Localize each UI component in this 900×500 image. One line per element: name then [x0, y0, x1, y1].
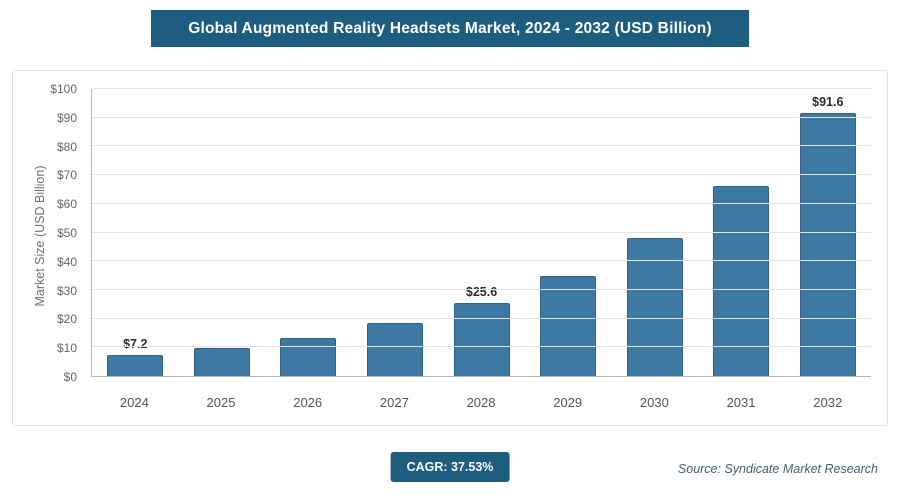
y-tick-label: $50: [56, 226, 77, 240]
y-tick-label: $40: [56, 254, 77, 269]
bar-2029: [540, 275, 597, 376]
bar-value-label: $7.2: [123, 337, 148, 352]
y-tick-label: $20: [56, 312, 77, 327]
gridline: [92, 174, 871, 176]
gridline: [92, 260, 871, 262]
bar-2024: $7.2: [107, 337, 164, 376]
y-tick-label: $0: [63, 370, 77, 384]
y-tick-label: $80: [56, 139, 77, 154]
cagr-badge: CAGR: 37.53%: [390, 452, 510, 482]
y-tick-label: $90: [56, 110, 77, 125]
gridline: [92, 346, 871, 348]
chart-container: Market Size (USD Billion) $0 $10 $20 $30 $40…: [12, 70, 888, 426]
bar-slot: [352, 89, 439, 376]
bar-slot: $91.6: [785, 89, 872, 376]
bar-slot: [525, 89, 612, 376]
bar-slot: $25.6: [438, 89, 525, 376]
bar-2025: [193, 347, 250, 376]
source-text: Source: Syndicate Market Research: [677, 462, 878, 476]
x-tick-label: 2030: [639, 394, 669, 410]
y-tick-label: $10: [56, 341, 77, 356]
y-tick-label: $30: [56, 283, 77, 298]
x-tick-label: 2026: [293, 394, 323, 410]
bar-2026: [280, 337, 337, 376]
gridline: [92, 317, 871, 319]
x-tick-label: 2031: [726, 394, 756, 410]
x-tick-label: 2027: [379, 394, 409, 410]
bar-value-label: $25.6: [465, 284, 498, 299]
bar-slot: [611, 89, 698, 376]
gridline: [92, 116, 871, 118]
gridline: [92, 88, 871, 89]
gridline: [92, 231, 871, 233]
x-tick-label: 2029: [553, 394, 583, 410]
plot-area: $7.2 $25.6 $91.6: [91, 88, 871, 377]
y-tick-label: $60: [56, 197, 77, 212]
bar-2031: [713, 185, 770, 376]
y-axis-ticks: $0 $10 $20 $30 $40 $50 $60 $70 $80 $90 $100: [13, 82, 85, 384]
bar-value-label: $91.6: [812, 95, 844, 110]
bar-2032: $91.6: [799, 95, 856, 376]
chart-title: Global Augmented Reality Headsets Market…: [151, 10, 749, 47]
y-tick-label: $70: [56, 168, 77, 183]
gridline: [92, 145, 871, 147]
x-tick-label: 2028: [466, 394, 496, 410]
bar-slot: [179, 89, 266, 376]
x-tick-label: 2024: [119, 394, 149, 410]
bar-series: $7.2 $25.6 $91.6: [92, 89, 871, 376]
y-tick-label: $100: [50, 82, 77, 96]
bar-slot: [265, 89, 352, 376]
bar-2028: $25.6: [453, 285, 510, 376]
bar-slot: $7.2: [92, 89, 179, 376]
x-tick-label: 2025: [206, 394, 236, 410]
x-axis-labels: 2024 2025 2026 2027 2028 2029 2030 2031 2032: [91, 389, 871, 415]
gridline: [92, 202, 871, 204]
bar-2027: [366, 323, 423, 376]
gridline: [92, 288, 871, 290]
bar-2030: [626, 237, 683, 376]
x-tick-label: 2032: [813, 394, 843, 410]
bar-slot: [698, 89, 785, 376]
